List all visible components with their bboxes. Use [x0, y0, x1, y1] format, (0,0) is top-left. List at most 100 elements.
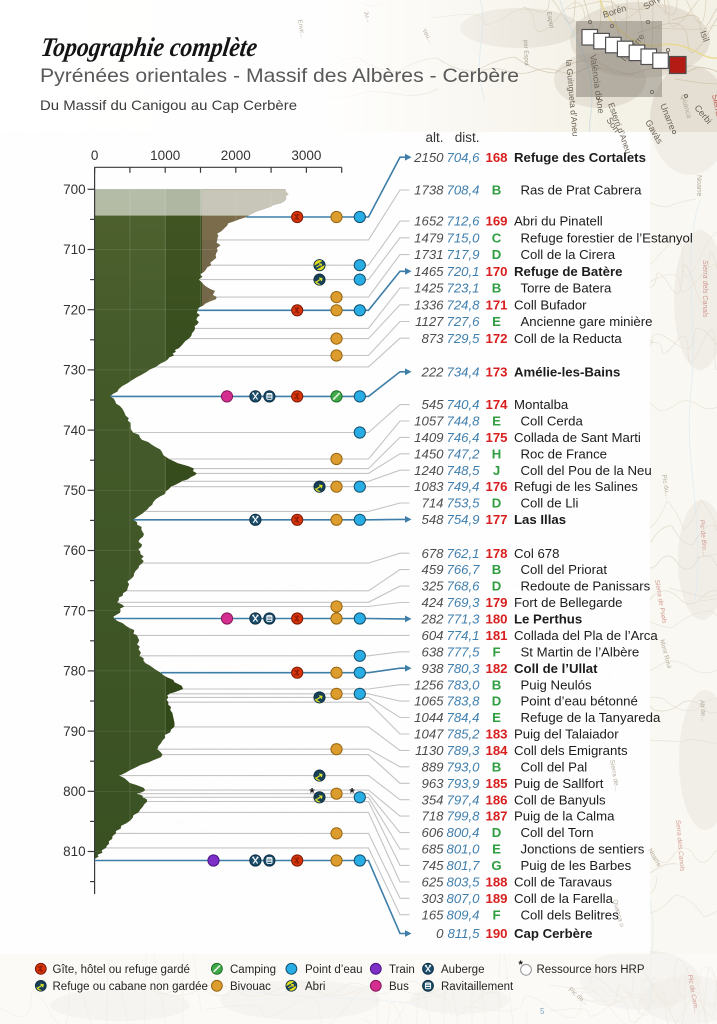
- svg-text:E: E: [492, 314, 501, 329]
- svg-text:Train: Train: [389, 964, 415, 976]
- svg-text:Sorpe: Sorpe: [641, 0, 666, 12]
- svg-text:181: 181: [485, 628, 507, 643]
- svg-text:Envir...: Envir...: [296, 19, 305, 38]
- svg-text:1047: 1047: [414, 727, 444, 742]
- svg-text:Montalba: Montalba: [514, 397, 569, 412]
- svg-text:Col 678: Col 678: [514, 546, 559, 561]
- svg-text:Refuge des Cortalets: Refuge des Cortalets: [514, 150, 646, 165]
- svg-text:Coll de Taravaus: Coll de Taravaus: [514, 875, 612, 890]
- svg-text:803,5: 803,5: [446, 875, 480, 890]
- svg-text:Refugi de les Salines: Refugi de les Salines: [514, 479, 638, 494]
- svg-text:176: 176: [485, 479, 507, 494]
- svg-text:1000: 1000: [150, 148, 180, 163]
- svg-text:Pyrénées orientales - Massif d: Pyrénées orientales - Massif des Albères…: [40, 65, 519, 87]
- svg-text:1240: 1240: [414, 463, 444, 478]
- svg-text:177: 177: [485, 512, 507, 527]
- svg-text:753,5: 753,5: [446, 496, 480, 511]
- svg-text:770: 770: [63, 603, 86, 618]
- svg-text:St Martin de l’Albère: St Martin de l’Albère: [521, 644, 640, 659]
- svg-text:180: 180: [485, 612, 507, 627]
- svg-text:730: 730: [63, 363, 86, 378]
- svg-text:Abri: Abri: [305, 981, 325, 993]
- svg-text:Ju...: Ju...: [362, 11, 372, 24]
- svg-text:714: 714: [421, 496, 443, 511]
- svg-text:B: B: [492, 759, 502, 774]
- svg-text:2000: 2000: [221, 148, 251, 163]
- svg-text:750: 750: [63, 483, 86, 498]
- svg-text:748,5: 748,5: [446, 463, 480, 478]
- svg-text:C: C: [492, 230, 502, 245]
- svg-text:768,6: 768,6: [446, 579, 480, 594]
- svg-text:740,4: 740,4: [446, 397, 479, 412]
- svg-text:325: 325: [421, 579, 444, 594]
- svg-text:889: 889: [421, 759, 444, 774]
- svg-text:Du Massif du Canigou au Cap Ce: Du Massif du Canigou au Cap Cerbère: [40, 97, 297, 113]
- svg-text:190: 190: [485, 926, 507, 941]
- svg-text:606: 606: [421, 825, 444, 840]
- svg-text:Coll de la Farella: Coll de la Farella: [514, 891, 614, 906]
- svg-text:790: 790: [63, 724, 86, 739]
- svg-text:424: 424: [421, 595, 443, 610]
- svg-text:777,5: 777,5: [446, 644, 480, 659]
- svg-text:548: 548: [421, 512, 444, 527]
- svg-text:222: 222: [420, 364, 444, 379]
- svg-text:Las Illas: Las Illas: [514, 512, 566, 527]
- svg-text:0: 0: [91, 148, 99, 163]
- svg-text:Coll de Banyuls: Coll de Banyuls: [514, 792, 606, 807]
- svg-text:811,5: 811,5: [447, 926, 480, 941]
- svg-text:1731: 1731: [414, 247, 443, 262]
- svg-text:*: *: [519, 959, 524, 971]
- svg-text:Amélie-les-Bains: Amélie-les-Bains: [514, 364, 620, 379]
- svg-text:604: 604: [421, 628, 443, 643]
- svg-text:710: 710: [63, 242, 86, 257]
- svg-text:459: 459: [421, 562, 444, 577]
- svg-text:807,0: 807,0: [446, 891, 480, 906]
- svg-text:B: B: [492, 677, 502, 692]
- svg-text:Auberge: Auberge: [441, 964, 484, 976]
- svg-text:715,0: 715,0: [446, 230, 480, 245]
- svg-text:766,7: 766,7: [446, 562, 480, 577]
- svg-text:Espot: Espot: [545, 11, 555, 29]
- svg-text:744,8: 744,8: [446, 414, 480, 429]
- svg-text:Puig de les Barbes: Puig de les Barbes: [521, 858, 632, 873]
- svg-text:5: 5: [540, 1007, 545, 1016]
- svg-text:Ancienne gare minière: Ancienne gare minière: [521, 314, 653, 329]
- svg-text:179: 179: [485, 595, 507, 610]
- svg-text:182: 182: [485, 661, 507, 676]
- svg-text:D: D: [492, 496, 502, 511]
- svg-text:Coll Bufador: Coll Bufador: [514, 297, 587, 312]
- svg-text:1057: 1057: [414, 414, 444, 429]
- svg-text:Coll del Torn: Coll del Torn: [521, 825, 594, 840]
- svg-text:Collada del Pla de l’Arca: Collada del Pla de l’Arca: [514, 628, 658, 643]
- svg-text:Coll del Priorat: Coll del Priorat: [521, 562, 608, 577]
- svg-text:F: F: [492, 644, 500, 659]
- svg-text:Torre de Batera: Torre de Batera: [521, 281, 613, 296]
- svg-text:700: 700: [63, 182, 86, 197]
- svg-text:175: 175: [485, 430, 507, 445]
- svg-text:749,4: 749,4: [446, 479, 479, 494]
- svg-text:Point d’eau: Point d’eau: [305, 964, 363, 976]
- svg-text:783,8: 783,8: [446, 694, 480, 709]
- svg-text:Collada de Sant Marti: Collada de Sant Marti: [514, 430, 641, 445]
- svg-text:625: 625: [421, 875, 444, 890]
- svg-text:785,2: 785,2: [446, 727, 480, 742]
- svg-text:747,2: 747,2: [446, 446, 480, 461]
- svg-text:Topographie complète: Topographie complète: [39, 32, 259, 62]
- svg-text:754,9: 754,9: [446, 512, 480, 527]
- svg-text:Le Perthus: Le Perthus: [514, 612, 582, 627]
- svg-text:873: 873: [421, 331, 444, 346]
- svg-text:Bivouac: Bivouac: [230, 981, 271, 993]
- svg-text:Coll de la Reducta: Coll de la Reducta: [514, 331, 622, 346]
- svg-text:1738: 1738: [414, 183, 444, 198]
- svg-text:173: 173: [485, 364, 507, 379]
- svg-text:545: 545: [421, 397, 444, 412]
- svg-text:718: 718: [421, 809, 444, 824]
- svg-text:Coll de l’Ullat: Coll de l’Ullat: [514, 661, 598, 676]
- svg-text:678: 678: [421, 546, 444, 561]
- svg-text:Ressource hors HRP: Ressource hors HRP: [537, 964, 645, 976]
- svg-text:F: F: [492, 907, 500, 922]
- svg-text:171: 171: [485, 297, 507, 312]
- svg-text:720,1: 720,1: [446, 264, 479, 279]
- svg-text:185: 185: [485, 776, 507, 791]
- svg-text:B: B: [492, 281, 502, 296]
